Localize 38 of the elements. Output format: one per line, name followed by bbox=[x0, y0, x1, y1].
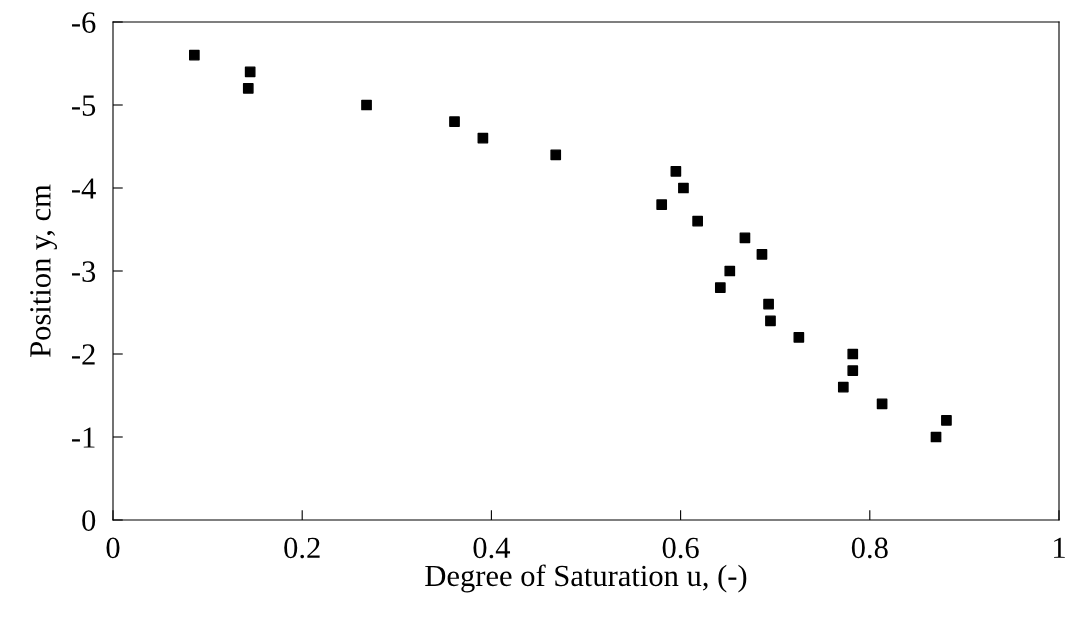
point bbox=[941, 415, 952, 426]
x-tick-label: 0.8 bbox=[851, 537, 888, 559]
point bbox=[550, 149, 562, 161]
point bbox=[656, 199, 668, 210]
point bbox=[756, 249, 768, 260]
x-tick-label: 0.2 bbox=[284, 537, 320, 559]
y-tick-label: -1 bbox=[72, 427, 95, 448]
y-tick-label: 0 bbox=[82, 510, 96, 531]
point bbox=[763, 298, 774, 310]
point bbox=[242, 83, 254, 94]
point bbox=[724, 265, 736, 277]
point bbox=[847, 348, 859, 360]
y-tick-label: -5 bbox=[72, 95, 96, 116]
point bbox=[477, 132, 489, 144]
point bbox=[765, 315, 776, 327]
x-tick-label: 0 bbox=[106, 537, 120, 559]
point bbox=[837, 381, 849, 393]
point bbox=[876, 398, 888, 410]
x-tick-label: 1 bbox=[1054, 537, 1065, 558]
point bbox=[678, 182, 689, 194]
point bbox=[449, 116, 460, 127]
y-axis-title: Position y, cm bbox=[30, 184, 57, 357]
point bbox=[244, 66, 256, 78]
y-tick-label: -6 bbox=[72, 12, 96, 33]
point bbox=[670, 166, 682, 177]
point bbox=[714, 282, 726, 293]
point bbox=[692, 215, 703, 227]
y-tick-label: -3 bbox=[72, 261, 96, 282]
x-tick-label: 0.6 bbox=[662, 537, 699, 559]
point bbox=[361, 99, 372, 111]
x-tick-label: 0.4 bbox=[473, 537, 511, 559]
point bbox=[739, 232, 751, 244]
point bbox=[189, 49, 200, 61]
y-tick-label: -2 bbox=[72, 344, 95, 365]
y-tick-label: -4 bbox=[72, 178, 96, 199]
point bbox=[847, 365, 859, 376]
x-axis-title: Degree of Saturation u, (-) bbox=[425, 564, 747, 593]
point bbox=[793, 332, 805, 343]
